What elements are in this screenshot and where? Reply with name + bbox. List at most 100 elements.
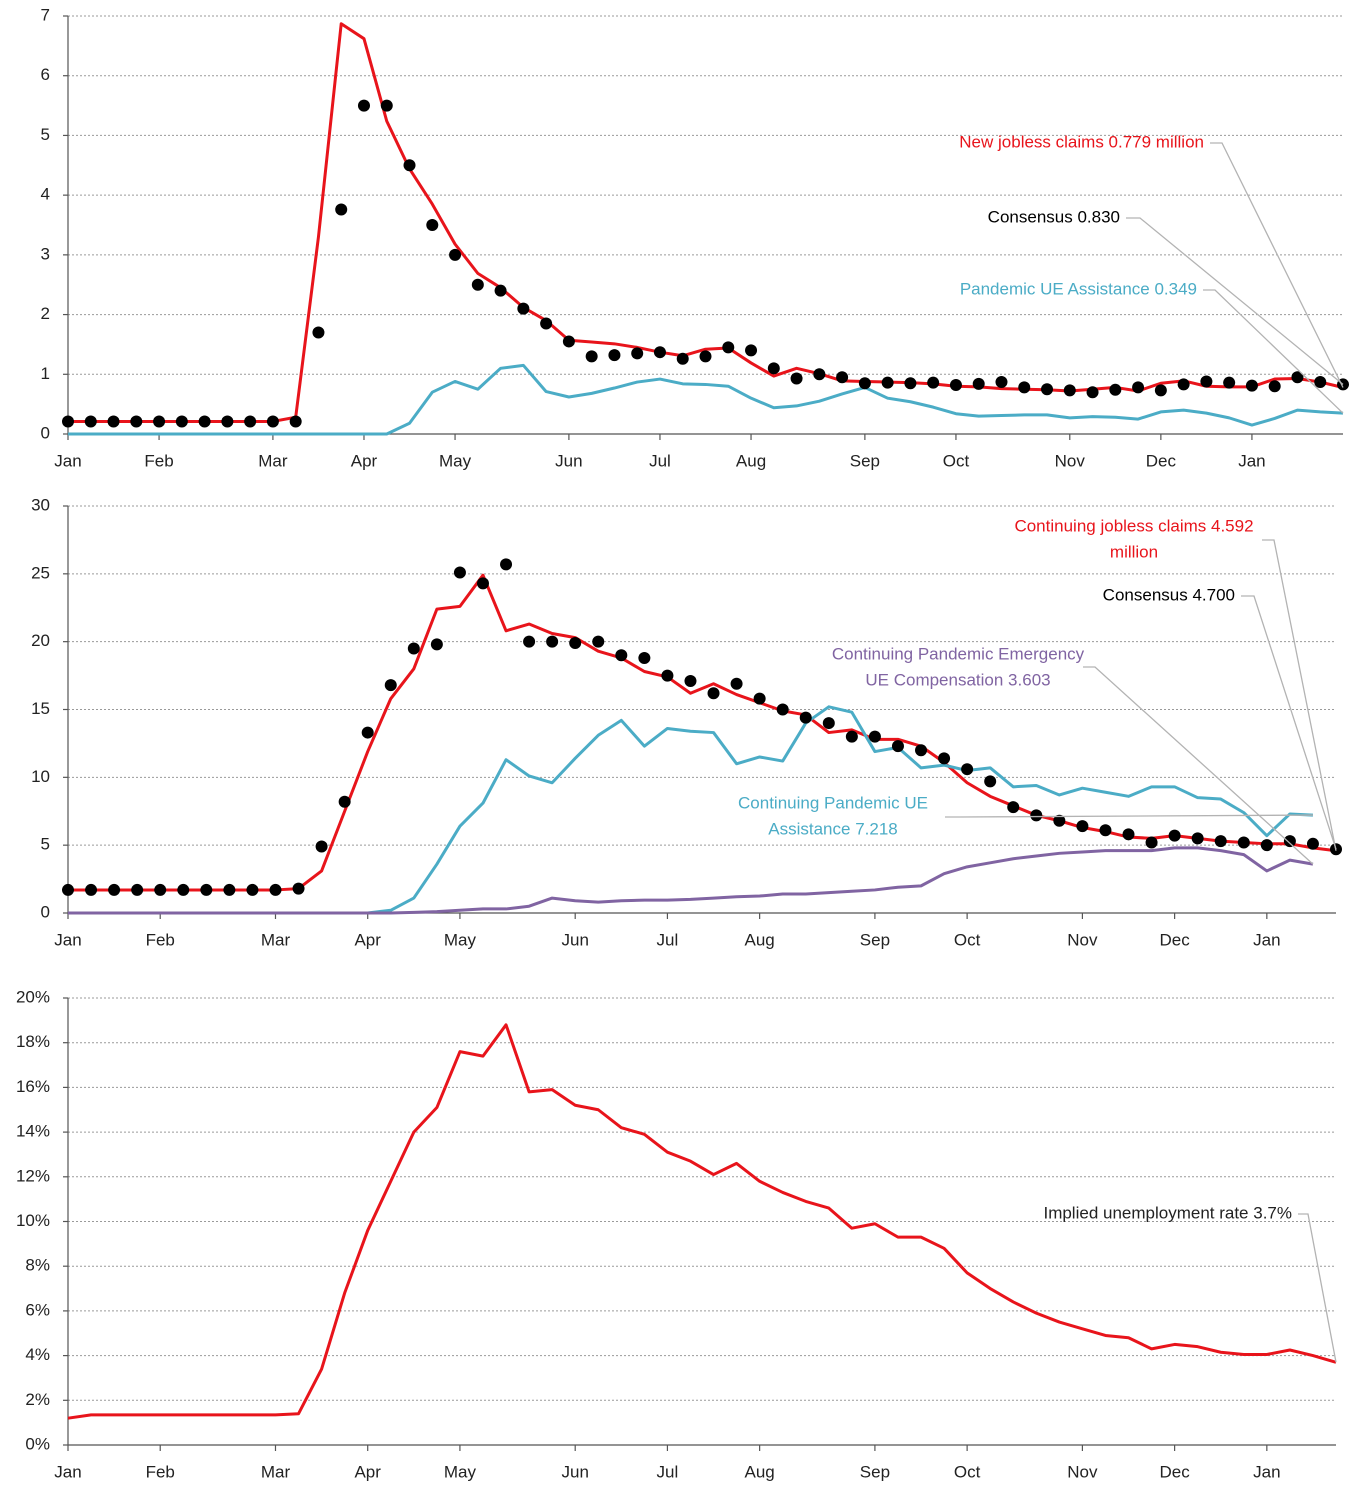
series-line — [68, 22, 1344, 423]
y-tick-label: 20 — [31, 631, 50, 650]
data-dot — [822, 717, 835, 730]
y-tick-label: 1 — [41, 364, 50, 383]
data-dot — [1314, 376, 1327, 389]
data-dot — [776, 703, 789, 716]
data-dot — [904, 377, 917, 390]
y-tick-label: 10% — [16, 1211, 50, 1230]
x-tick-label: May — [444, 1462, 477, 1481]
data-dot — [984, 775, 997, 788]
y-tick-label: 18% — [16, 1032, 50, 1051]
y-tick-label: 6 — [41, 65, 50, 84]
data-dot — [523, 635, 536, 648]
data-dot — [1200, 375, 1213, 388]
data-dot — [1306, 837, 1319, 850]
annotation-leader — [1126, 217, 1344, 385]
data-dot — [289, 415, 302, 428]
data-dot — [312, 326, 325, 339]
annotation: Consensus 4.700 — [1103, 585, 1235, 604]
x-tick-label: Jan — [54, 1462, 81, 1481]
panel: 0% 2% 4% 6% 8% 10% 12% 14% 16% 18% 20% Jan Feb Mar Apr… — [16, 987, 1337, 1481]
data-dot — [608, 349, 621, 362]
x-tick-label: Oct — [954, 930, 981, 949]
data-dot — [403, 159, 416, 172]
annotation: million — [1110, 542, 1158, 561]
data-dot — [131, 883, 144, 896]
data-dot — [266, 415, 279, 428]
data-dot — [767, 362, 780, 375]
data-dot — [62, 883, 74, 896]
y-tick-label: 0 — [41, 423, 50, 442]
data-dot — [790, 372, 803, 385]
data-dot — [585, 350, 598, 363]
data-dot — [699, 350, 712, 363]
y-tick-label: 5 — [41, 125, 50, 144]
data-dot — [85, 883, 98, 896]
annotation-leader — [1298, 1213, 1337, 1363]
data-dot — [961, 763, 974, 776]
data-dot — [384, 679, 397, 692]
data-dot — [292, 882, 305, 895]
x-tick-label: Jan — [54, 451, 81, 470]
data-dot — [517, 302, 530, 315]
data-dot — [1053, 814, 1066, 827]
data-dot — [361, 726, 374, 739]
y-tick-label: 2 — [41, 304, 50, 323]
panel: 0 5 10 15 20 25 30 Jan Feb Mar Apr May Jun Jul Aug Sep O… — [31, 495, 1342, 949]
data-dot — [177, 883, 190, 896]
x-tick-label: Jan — [1253, 930, 1280, 949]
data-dot — [1214, 835, 1227, 848]
annotation-leader — [945, 814, 1313, 818]
y-tick-label: 4% — [25, 1345, 50, 1364]
data-dot — [335, 203, 348, 216]
y-tick-label: 0% — [25, 1434, 50, 1453]
data-dot — [1260, 839, 1273, 852]
data-dot — [1283, 835, 1296, 848]
annotation-leader — [1203, 289, 1344, 414]
data-dot — [938, 752, 951, 765]
y-tick-label: 6% — [25, 1300, 50, 1319]
data-dot — [1041, 383, 1054, 396]
y-tick-label: 15 — [31, 699, 50, 718]
x-tick-label: Jul — [657, 930, 679, 949]
x-tick-label: Feb — [146, 1462, 175, 1481]
annotation: Assistance 7.218 — [768, 819, 897, 838]
x-tick-label: Apr — [351, 451, 378, 470]
data-dot — [1168, 829, 1181, 842]
y-tick-label: 20% — [16, 987, 50, 1006]
x-tick-label: Nov — [1055, 451, 1086, 470]
data-dot — [357, 99, 370, 112]
data-dot — [453, 566, 466, 579]
data-dot — [200, 883, 213, 896]
x-tick-label: Mar — [261, 930, 291, 949]
data-dot — [540, 317, 553, 330]
x-tick-label: Jun — [555, 451, 582, 470]
x-tick-label: Dec — [1146, 451, 1177, 470]
data-dot — [813, 368, 826, 381]
data-dot — [881, 376, 894, 389]
data-dot — [108, 883, 121, 896]
data-dot — [1109, 383, 1122, 396]
x-tick-label: Sep — [850, 451, 880, 470]
data-dot — [653, 346, 666, 359]
data-dot — [430, 638, 443, 651]
y-tick-label: 3 — [41, 244, 50, 263]
data-dot — [338, 795, 351, 808]
x-tick-label: Oct — [943, 451, 970, 470]
data-dot — [476, 577, 489, 590]
x-tick-label: Oct — [954, 1462, 981, 1481]
annotation: Continuing Pandemic UE — [738, 793, 928, 812]
data-dot — [407, 642, 420, 655]
data-dot — [1007, 801, 1020, 814]
y-tick-label: 2% — [25, 1390, 50, 1409]
panel: 0 1 2 3 4 5 6 7 Jan Feb Mar Apr May Jun Jul Aug Sep Oct No… — [41, 5, 1349, 470]
annotation-leader — [1083, 666, 1314, 865]
x-tick-label: Apr — [354, 930, 381, 949]
x-tick-label: Mar — [261, 1462, 291, 1481]
data-dot — [269, 883, 282, 896]
data-dot — [244, 415, 257, 428]
y-tick-label: 5 — [41, 835, 50, 854]
data-dot — [62, 415, 74, 428]
data-dot — [380, 99, 393, 112]
